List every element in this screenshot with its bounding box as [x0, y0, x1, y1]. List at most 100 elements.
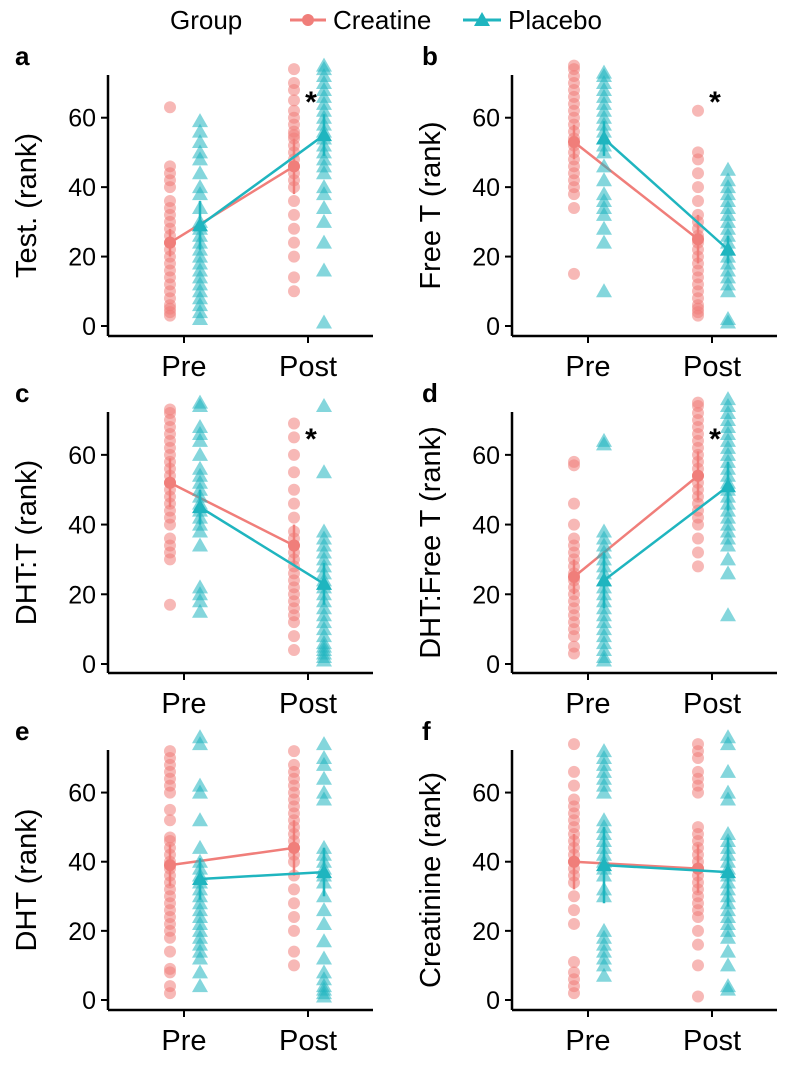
placebo-mean-line — [199, 134, 325, 227]
panel-label: f — [422, 716, 431, 746]
placebo-mean-marker — [316, 864, 332, 879]
placebo-point — [316, 736, 332, 751]
placebo-point — [720, 729, 736, 744]
placebo-point — [596, 523, 612, 538]
creatine-point — [288, 630, 300, 643]
placebo-point — [192, 964, 208, 979]
placebo-point — [192, 460, 208, 475]
creatine-point — [288, 417, 300, 430]
creatine-mean-marker — [288, 539, 300, 552]
y-tick-label: 60 — [472, 780, 500, 808]
creatine-point — [568, 765, 580, 778]
placebo-point — [192, 537, 208, 552]
y-tick-label: 0 — [82, 987, 96, 1015]
placebo-point — [192, 134, 208, 149]
panel-label: a — [15, 41, 30, 71]
y-tick-label: 40 — [68, 512, 96, 540]
placebo-mean-marker — [192, 499, 208, 514]
creatine-point — [568, 59, 580, 72]
placebo-mean-marker — [720, 864, 736, 879]
placebo-point — [596, 812, 612, 827]
placebo-point — [720, 763, 736, 778]
creatine-point — [568, 917, 580, 930]
creatine-point — [164, 160, 176, 173]
creatine-mean-marker — [288, 160, 300, 173]
creatine-point — [288, 222, 300, 235]
creatine-point — [692, 167, 704, 180]
panel-b: b 0 20 40 60 Pre Post Free T (rank) * — [415, 41, 777, 383]
placebo-point — [192, 839, 208, 854]
panel-e: e 0 20 40 60 Pre Post DHT (rank) — [11, 716, 373, 1057]
placebo-point — [596, 158, 612, 173]
placebo-mean-marker — [192, 871, 208, 885]
placebo-point — [720, 161, 736, 176]
creatine-mean-line — [573, 474, 699, 578]
creatine-point — [692, 560, 704, 573]
placebo-point — [316, 902, 332, 917]
creatine-point — [568, 966, 580, 979]
placebo-point — [596, 743, 612, 758]
placebo-point — [316, 179, 332, 194]
panel-label: b — [422, 41, 438, 71]
panel-c: c 0 20 40 60 Pre Post DHT:T (rank) * — [11, 378, 373, 720]
placebo-point — [596, 922, 612, 937]
x-tick-label: Pre — [161, 1025, 206, 1057]
creatine-point — [288, 644, 300, 657]
creatine-point — [288, 511, 300, 524]
creatine-point — [288, 924, 300, 937]
y-tick-label: 60 — [472, 442, 500, 470]
creatine-mean-marker — [568, 136, 580, 149]
placebo-point — [316, 950, 332, 965]
creatine-point — [568, 738, 580, 751]
placebo-point — [192, 603, 208, 618]
creatine-point — [164, 962, 176, 975]
placebo-mean-marker — [316, 575, 332, 590]
significance-asterisk: * — [305, 423, 317, 456]
placebo-point — [192, 446, 208, 461]
creatine-point — [164, 803, 176, 816]
creatine-mean-marker — [568, 855, 580, 868]
y-axis-label: DHT (rank) — [11, 809, 43, 952]
placebo-point — [720, 565, 736, 580]
creatine-point — [288, 883, 300, 896]
placebo-point — [720, 784, 736, 799]
creatine-point — [164, 195, 176, 208]
creatine-point — [692, 938, 704, 951]
placebo-point — [596, 172, 612, 187]
creatine-point — [288, 208, 300, 221]
placebo-point — [720, 957, 736, 972]
placebo-point — [316, 839, 332, 854]
y-tick-label: 20 — [472, 244, 500, 272]
placebo-point — [720, 311, 736, 326]
creatine-mean-marker — [692, 233, 704, 246]
creatine-mean-line — [573, 860, 699, 870]
legend-placebo-triangle-icon — [474, 12, 490, 26]
y-tick-label: 0 — [82, 651, 96, 679]
placebo-mean-marker — [316, 127, 332, 142]
creatine-point — [692, 546, 704, 559]
x-tick-label: Post — [279, 351, 337, 383]
placebo-point — [720, 391, 736, 406]
creatine-point — [164, 403, 176, 416]
creatine-point — [164, 101, 176, 114]
placebo-mean-marker — [596, 857, 612, 872]
placebo-point — [192, 123, 208, 138]
placebo-point — [316, 262, 332, 277]
creatine-point — [164, 980, 176, 993]
x-tick-label: Post — [683, 1025, 741, 1057]
placebo-point — [316, 523, 332, 538]
creatine-mean-marker — [164, 476, 176, 489]
placebo-point — [192, 418, 208, 433]
legend: Group Creatine Placebo — [170, 5, 602, 35]
x-tick-label: Post — [279, 1025, 337, 1057]
creatine-point — [692, 738, 704, 751]
placebo-mean-line — [603, 485, 729, 582]
significance-asterisk: * — [305, 86, 317, 119]
creatine-point — [568, 455, 580, 468]
placebo-point — [192, 179, 208, 194]
creatine-point — [288, 271, 300, 284]
creatine-point — [568, 904, 580, 917]
creatine-point — [288, 745, 300, 758]
creatine-point — [288, 945, 300, 958]
x-tick-label: Pre — [161, 688, 206, 720]
